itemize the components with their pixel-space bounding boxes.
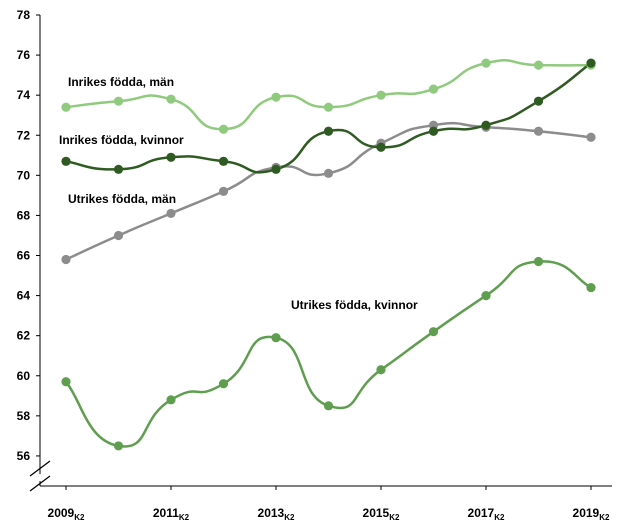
data-point	[113, 230, 124, 241]
data-point	[61, 102, 71, 112]
data-point	[586, 58, 596, 68]
data-point	[113, 96, 124, 106]
series-lines	[64, 59, 593, 448]
series-label-inrikes-man: Inrikes födda, män	[68, 75, 174, 89]
y-tick-label: 58	[17, 409, 31, 423]
data-point	[218, 124, 229, 134]
labels: Inrikes födda, män Inrikes födda, kvinno…	[59, 75, 418, 312]
data-point	[323, 168, 334, 178]
data-point	[166, 395, 176, 405]
y-tick-label: 66	[17, 249, 31, 263]
data-point	[481, 120, 491, 130]
data-point	[218, 186, 229, 196]
axis-break-mark	[29, 475, 51, 492]
series-line	[64, 260, 593, 448]
data-point	[428, 84, 439, 94]
axis-break-gap	[30, 474, 50, 481]
data-point	[481, 290, 491, 301]
x-tick-label: 2017K2	[468, 506, 505, 522]
y-tick-label: 70	[17, 168, 31, 182]
data-point	[61, 377, 71, 387]
data-point	[481, 58, 491, 68]
y-tick-label: 68	[17, 208, 31, 222]
data-point	[533, 60, 544, 70]
series-label-utrikes-kvinnor: Utrikes födda, kvinnor	[291, 298, 418, 312]
data-point	[376, 142, 386, 152]
y-tick-label: 64	[17, 289, 31, 303]
x-tick-label: 2015K2	[363, 506, 400, 522]
data-point	[166, 152, 176, 162]
data-point	[271, 92, 281, 102]
y-tick-label: 72	[17, 128, 31, 142]
data-point	[428, 126, 439, 136]
y-tick-label: 60	[17, 369, 31, 383]
data-point	[533, 256, 544, 267]
data-point	[166, 208, 176, 219]
series-points	[61, 58, 596, 451]
data-point	[586, 132, 596, 142]
data-point	[113, 441, 124, 451]
data-point	[533, 96, 544, 106]
data-point	[376, 90, 386, 100]
x-tick-label: 2011K2	[153, 506, 190, 522]
data-point	[271, 333, 281, 343]
data-point	[323, 401, 334, 411]
data-point	[586, 282, 596, 293]
y-tick-label: 56	[17, 449, 31, 463]
y-tick-label: 62	[17, 329, 31, 343]
axes: 56 58 60 62 64 66 68 70 72 74 76 78 2009K2 2011K2 2013…	[17, 8, 612, 522]
data-point	[113, 164, 124, 174]
y-tick-label: 74	[17, 88, 31, 102]
data-point	[323, 102, 334, 112]
data-point	[166, 94, 176, 104]
series-label-inrikes-kvinnor: Inrikes födda, kvinnor	[59, 133, 184, 147]
data-point	[61, 254, 71, 265]
data-point	[428, 327, 439, 337]
x-tick-label: 2013K2	[258, 506, 295, 522]
data-point	[61, 156, 71, 166]
data-point	[218, 156, 229, 166]
data-point	[376, 365, 386, 375]
y-tick-label: 76	[17, 48, 31, 62]
axis-break-mark	[29, 460, 51, 477]
data-point	[323, 126, 334, 136]
series-line	[64, 59, 593, 131]
x-tick-label: 2009K2	[48, 506, 85, 522]
y-tick-label: 78	[17, 8, 31, 22]
x-tick-label: 2019K2	[573, 506, 610, 522]
data-point	[218, 379, 229, 389]
data-point	[271, 164, 281, 174]
series-label-utrikes-man: Utrikes födda, män	[68, 192, 176, 206]
data-point	[533, 126, 544, 136]
